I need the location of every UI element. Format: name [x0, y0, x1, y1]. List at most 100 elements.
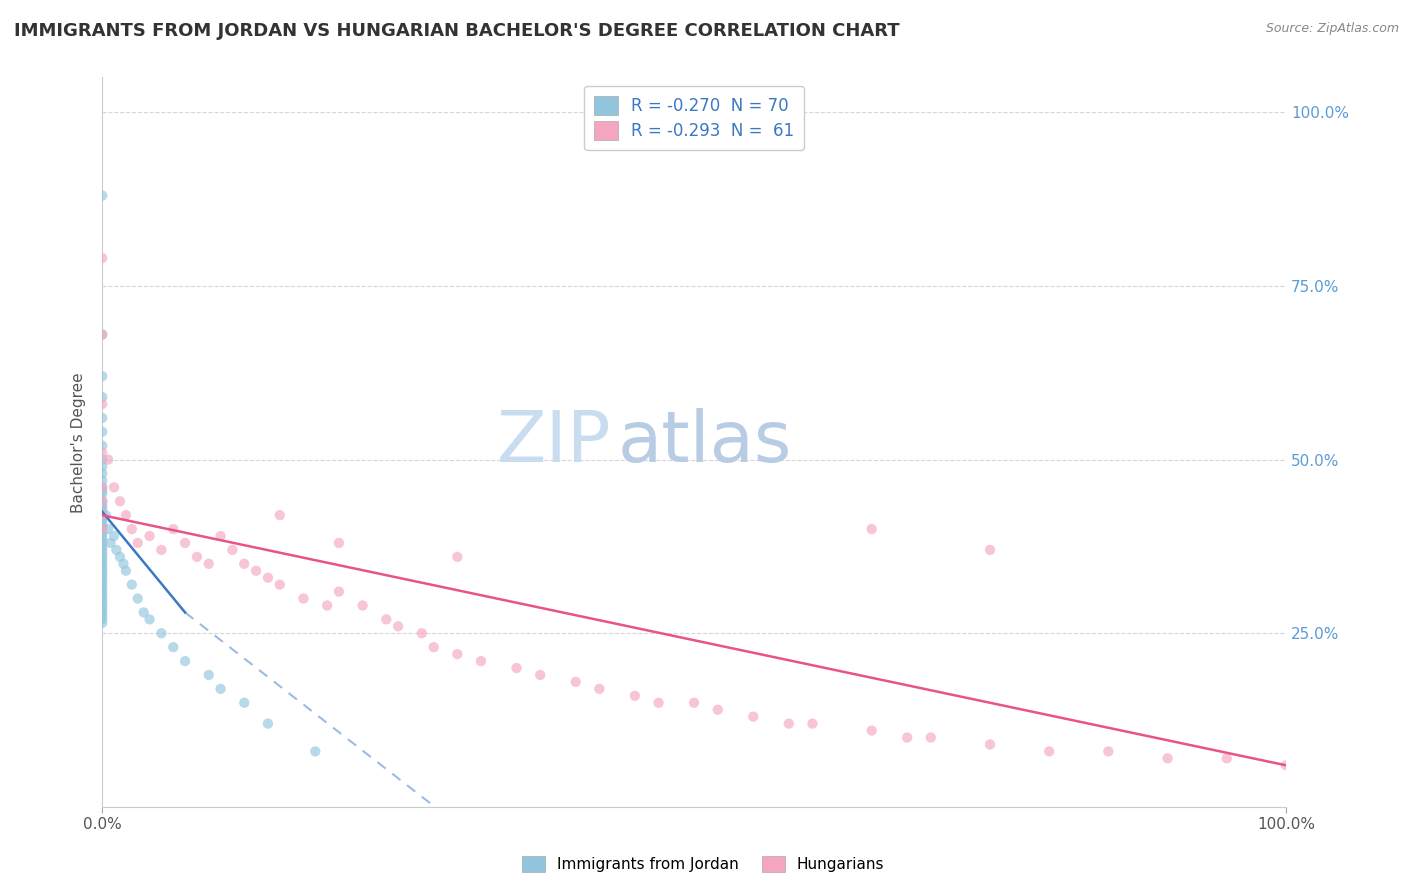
Point	[470, 654, 492, 668]
Text: ZIP: ZIP	[496, 408, 612, 476]
Point	[91, 511, 114, 525]
Text: atlas: atlas	[617, 408, 792, 476]
Point	[91, 480, 114, 494]
Point	[221, 542, 243, 557]
Point	[91, 483, 114, 498]
Point	[1156, 751, 1178, 765]
Point	[197, 668, 219, 682]
Point	[1038, 744, 1060, 758]
Point	[801, 716, 824, 731]
Point	[91, 515, 114, 529]
Point	[91, 571, 114, 585]
Point	[91, 439, 114, 453]
Point	[91, 390, 114, 404]
Point	[121, 577, 143, 591]
Point	[105, 542, 128, 557]
Point	[91, 588, 114, 602]
Point	[112, 557, 135, 571]
Point	[564, 674, 586, 689]
Point	[103, 480, 125, 494]
Point	[91, 540, 114, 554]
Point	[1216, 751, 1239, 765]
Point	[91, 533, 114, 547]
Point	[91, 553, 114, 567]
Point	[91, 522, 114, 536]
Point	[91, 505, 114, 519]
Text: Source: ZipAtlas.com: Source: ZipAtlas.com	[1265, 22, 1399, 36]
Point	[624, 689, 647, 703]
Point	[132, 606, 155, 620]
Point	[860, 723, 883, 738]
Point	[446, 549, 468, 564]
Point	[91, 251, 114, 265]
Point	[174, 536, 197, 550]
Point	[387, 619, 409, 633]
Point	[91, 369, 114, 384]
Point	[778, 716, 800, 731]
Point	[127, 536, 149, 550]
Point	[91, 560, 114, 574]
Point	[91, 188, 114, 202]
Point	[209, 529, 232, 543]
Point	[91, 452, 114, 467]
Point	[91, 445, 114, 459]
Point	[1097, 744, 1119, 758]
Point	[91, 584, 114, 599]
Text: IMMIGRANTS FROM JORDAN VS HUNGARIAN BACHELOR'S DEGREE CORRELATION CHART: IMMIGRANTS FROM JORDAN VS HUNGARIAN BACH…	[14, 22, 900, 40]
Point	[91, 518, 114, 533]
Point	[91, 501, 114, 516]
Point	[233, 557, 256, 571]
Point	[91, 525, 114, 540]
Point	[108, 549, 131, 564]
Point	[706, 703, 728, 717]
Point	[121, 522, 143, 536]
Point	[91, 574, 114, 589]
Point	[150, 542, 173, 557]
Point	[91, 608, 114, 623]
Point	[375, 612, 398, 626]
Y-axis label: Bachelor's Degree: Bachelor's Degree	[72, 372, 86, 513]
Point	[91, 397, 114, 411]
Point	[97, 452, 120, 467]
Point	[91, 606, 114, 620]
Point	[233, 696, 256, 710]
Point	[162, 522, 184, 536]
Point	[411, 626, 433, 640]
Point	[316, 599, 339, 613]
Point	[647, 696, 669, 710]
Point	[108, 494, 131, 508]
Point	[91, 581, 114, 595]
Point	[91, 327, 114, 342]
Point	[91, 494, 114, 508]
Point	[115, 564, 138, 578]
Point	[257, 716, 280, 731]
Point	[1275, 758, 1298, 772]
Legend: R = -0.270  N = 70, R = -0.293  N =  61: R = -0.270 N = 70, R = -0.293 N = 61	[583, 86, 804, 150]
Point	[115, 508, 138, 523]
Point	[328, 536, 350, 550]
Point	[94, 508, 117, 523]
Point	[197, 557, 219, 571]
Point	[91, 602, 114, 616]
Point	[269, 577, 291, 591]
Point	[91, 612, 114, 626]
Point	[91, 467, 114, 481]
Point	[91, 595, 114, 609]
Point	[245, 564, 267, 578]
Point	[304, 744, 326, 758]
Point	[91, 599, 114, 613]
Point	[257, 571, 280, 585]
Point	[742, 709, 765, 723]
Point	[91, 549, 114, 564]
Point	[91, 459, 114, 474]
Point	[979, 542, 1001, 557]
Point	[91, 425, 114, 439]
Point	[91, 577, 114, 591]
Point	[91, 567, 114, 582]
Point	[91, 487, 114, 501]
Point	[588, 681, 610, 696]
Point	[91, 557, 114, 571]
Point	[209, 681, 232, 696]
Point	[352, 599, 374, 613]
Point	[127, 591, 149, 606]
